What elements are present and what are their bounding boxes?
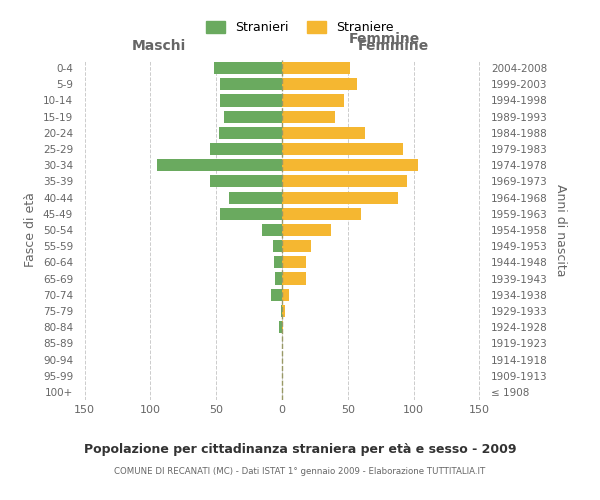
- Y-axis label: Anni di nascita: Anni di nascita: [554, 184, 567, 276]
- Bar: [282, 62, 350, 74]
- Bar: [220, 208, 282, 220]
- Bar: [157, 159, 282, 172]
- Text: COMUNE DI RECANATI (MC) - Dati ISTAT 1° gennaio 2009 - Elaborazione TUTTITALIA.I: COMUNE DI RECANATI (MC) - Dati ISTAT 1° …: [115, 468, 485, 476]
- Text: Femmine: Femmine: [358, 38, 428, 52]
- Bar: [273, 240, 282, 252]
- Bar: [282, 127, 365, 139]
- Bar: [282, 110, 335, 122]
- Bar: [280, 321, 282, 333]
- Bar: [282, 208, 361, 220]
- Bar: [214, 62, 282, 74]
- Bar: [262, 224, 282, 236]
- Bar: [281, 305, 282, 317]
- Bar: [282, 78, 357, 90]
- Bar: [209, 143, 282, 155]
- Bar: [224, 110, 282, 122]
- Text: Popolazione per cittadinanza straniera per età e sesso - 2009: Popolazione per cittadinanza straniera p…: [84, 442, 516, 456]
- Bar: [275, 272, 282, 284]
- Bar: [282, 159, 418, 172]
- Bar: [282, 321, 283, 333]
- Bar: [282, 288, 289, 301]
- Bar: [282, 272, 305, 284]
- Bar: [282, 256, 305, 268]
- Bar: [282, 176, 407, 188]
- Text: Maschi: Maschi: [132, 38, 186, 52]
- Bar: [220, 94, 282, 106]
- Bar: [282, 240, 311, 252]
- Bar: [274, 256, 282, 268]
- Bar: [282, 305, 284, 317]
- Bar: [209, 176, 282, 188]
- Bar: [282, 143, 403, 155]
- Bar: [271, 288, 282, 301]
- Bar: [282, 94, 344, 106]
- Bar: [229, 192, 282, 203]
- Legend: Stranieri, Straniere: Stranieri, Straniere: [202, 16, 398, 40]
- Bar: [220, 78, 282, 90]
- Bar: [282, 224, 331, 236]
- Bar: [219, 127, 282, 139]
- Bar: [282, 192, 398, 203]
- Text: Femmine: Femmine: [349, 32, 419, 46]
- Y-axis label: Fasce di età: Fasce di età: [25, 192, 37, 268]
